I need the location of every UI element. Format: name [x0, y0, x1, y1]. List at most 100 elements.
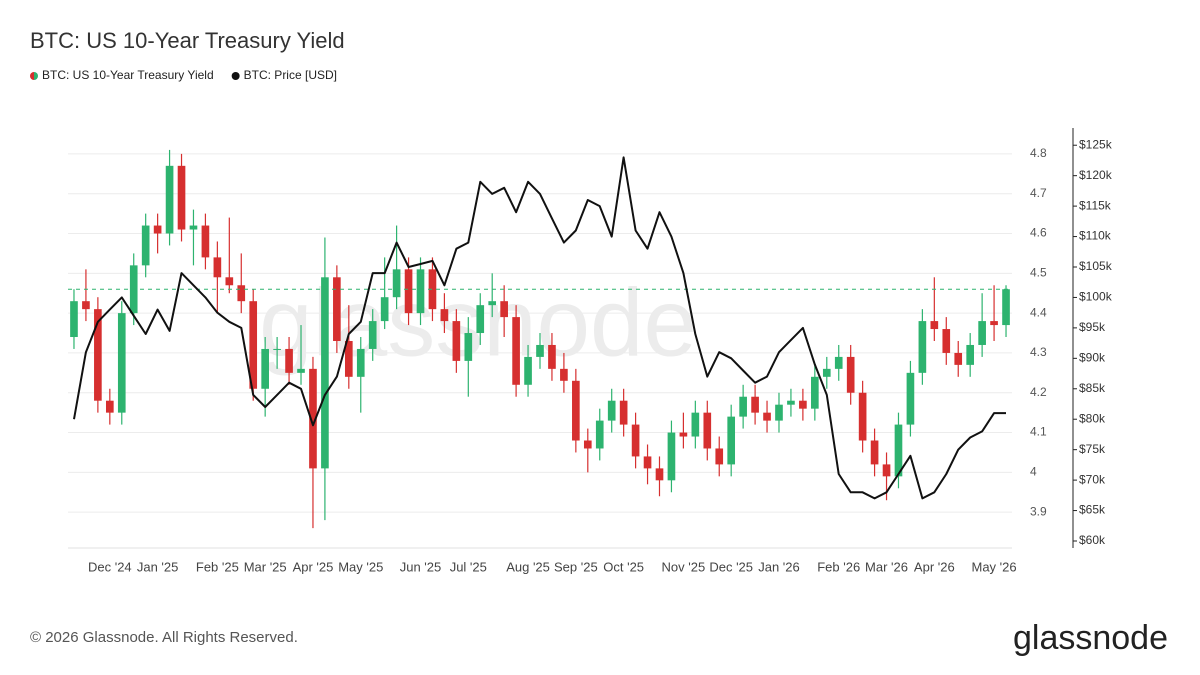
candle-body	[333, 277, 341, 341]
x-tick-label: Sep '25	[554, 559, 598, 574]
candle-body	[966, 344, 975, 365]
candle-body	[583, 440, 592, 449]
candle-body	[249, 301, 258, 389]
candle-body	[703, 412, 712, 449]
candle-body	[822, 368, 831, 377]
y2-tick-label: $95k	[1079, 320, 1106, 334]
candle-body	[524, 356, 532, 385]
y2-tick-label: $105k	[1079, 259, 1113, 273]
candle-body	[273, 348, 281, 350]
candle-body	[356, 348, 365, 377]
candle-body	[548, 344, 556, 369]
y-tick-label: 4.3	[1030, 345, 1047, 359]
candle-body	[213, 257, 222, 278]
y-tick-label: 4.2	[1030, 385, 1047, 399]
x-tick-label: May '26	[972, 559, 1017, 574]
candle-body	[392, 269, 401, 298]
x-tick-label: Jan '25	[137, 559, 179, 574]
x-tick-label: Feb '26	[817, 559, 860, 574]
y2-tick-label: $90k	[1079, 351, 1106, 365]
candle-body	[727, 416, 736, 465]
y2-tick-label: $125k	[1079, 137, 1113, 151]
legend-label: BTC: US 10-Year Treasury Yield	[42, 68, 214, 82]
candle-body	[595, 420, 604, 449]
candle-body	[572, 380, 580, 441]
candle-body	[679, 432, 688, 437]
x-tick-label: May '25	[338, 559, 383, 574]
candle-body	[452, 321, 461, 361]
x-tick-label: Feb '25	[196, 559, 239, 574]
candle-body	[177, 165, 186, 230]
candle-body	[225, 277, 234, 286]
x-tick-label: Dec '25	[709, 559, 753, 574]
candle-body	[667, 432, 676, 481]
candle-body	[930, 321, 939, 330]
x-tick-label: Jul '25	[450, 559, 487, 574]
candle-body	[691, 412, 700, 437]
candle-body	[261, 348, 269, 389]
candle-body	[416, 269, 425, 314]
y-tick-label: 3.9	[1030, 504, 1047, 518]
candle-body	[70, 301, 78, 338]
x-tick-label: Aug '25	[506, 559, 550, 574]
x-tick-label: Oct '25	[603, 559, 644, 574]
legend-swatch	[30, 72, 34, 80]
candle-body	[1002, 289, 1010, 326]
candle-body	[105, 400, 114, 413]
candle-body	[285, 348, 293, 373]
candle-body	[894, 424, 903, 477]
candle-body	[751, 396, 759, 413]
candle-body	[763, 412, 771, 421]
candle-body	[512, 317, 520, 385]
candle-body	[643, 456, 652, 469]
candle-body	[321, 277, 329, 469]
candle-body	[404, 269, 413, 314]
candle-body	[882, 464, 891, 477]
candle-body	[978, 321, 986, 345]
footer: © 2026 Glassnode. All Rights Reserved.	[30, 629, 298, 646]
candle-body	[715, 448, 724, 465]
candle-body	[536, 344, 544, 357]
x-tick-label: Jun '25	[400, 559, 442, 574]
candle-body	[141, 225, 150, 266]
candle-body	[153, 225, 162, 234]
candle-body	[655, 468, 664, 481]
candle-body	[631, 424, 640, 457]
candle-body	[309, 368, 317, 469]
candle-body	[906, 372, 915, 425]
candle-body	[344, 340, 353, 377]
candle-body	[846, 356, 855, 393]
candle-body	[368, 321, 377, 349]
candle-body	[942, 329, 951, 353]
candle-body	[297, 368, 305, 373]
legend-item: BTC: US 10-Year Treasury Yield	[30, 68, 214, 82]
legend-label: BTC: Price [USD]	[244, 68, 337, 82]
candle-body	[607, 400, 616, 421]
y2-tick-label: $120k	[1079, 168, 1113, 182]
candle-body	[858, 392, 867, 441]
logo: glassnode	[1013, 619, 1168, 657]
candle-body	[117, 313, 126, 413]
y2-tick-label: $85k	[1079, 381, 1106, 395]
y-tick-label: 4	[1030, 465, 1037, 479]
candle-body	[954, 352, 963, 365]
price-line	[73, 156, 1006, 500]
candle-body	[619, 400, 628, 425]
candle-body	[870, 440, 879, 465]
y2-tick-label: $65k	[1079, 503, 1106, 517]
y2-tick-label: $110k	[1079, 229, 1112, 243]
candle-body	[82, 301, 90, 310]
y-tick-label: 4.6	[1030, 226, 1047, 240]
x-tick-label: Dec '24	[88, 559, 132, 574]
candle-body	[476, 305, 485, 334]
y-tick-label: 4.8	[1030, 146, 1047, 160]
y2-tick-label: $115k	[1079, 198, 1112, 212]
x-tick-label: Apr '25	[293, 559, 334, 574]
y-tick-label: 4.1	[1030, 425, 1047, 439]
candle-body	[440, 309, 449, 322]
y2-tick-label: $100k	[1079, 290, 1113, 304]
candle-body	[560, 368, 568, 381]
candle-body	[189, 225, 198, 230]
y2-tick-label: $70k	[1079, 472, 1106, 486]
y-tick-label: 4.4	[1030, 305, 1047, 319]
